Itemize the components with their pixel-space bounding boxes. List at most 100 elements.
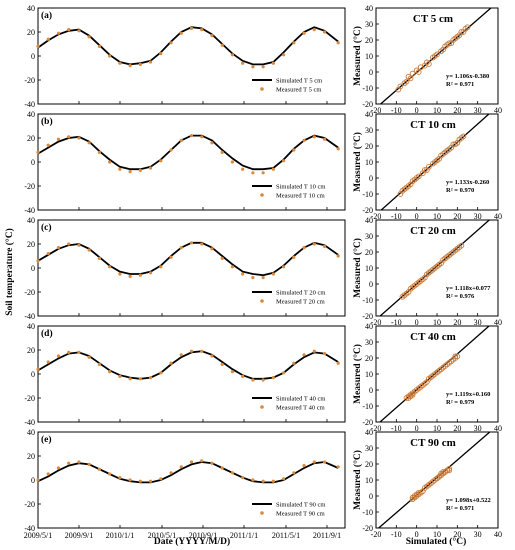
measured-point: [230, 265, 235, 269]
measured-point: [271, 479, 275, 483]
ts-ytick-label: 40: [27, 428, 35, 437]
ts-ytick-label: -40: [24, 100, 35, 109]
scatter-xtick-label: -10: [391, 106, 402, 115]
scatter-point: [415, 69, 422, 75]
simulated-line: [37, 26, 339, 66]
scatter-xtick-label: 10: [433, 424, 441, 433]
scatter-ytick-label: 0: [369, 386, 373, 395]
ts-ytick-label: 0: [31, 264, 35, 273]
measured-point: [36, 150, 40, 154]
legend-meas-label: Measured T 90 cm: [276, 511, 325, 518]
measured-point: [282, 159, 286, 163]
measured-point: [108, 370, 112, 374]
measured-point: [336, 361, 340, 365]
scatter-xtick-label: -10: [391, 424, 402, 433]
measured-point: [138, 377, 142, 381]
scatter-ytick-label: 0: [369, 68, 373, 77]
measured-point: [118, 167, 122, 171]
measured-point: [36, 259, 40, 263]
scatter-xtick-label: 30: [474, 318, 482, 327]
fit-line: [378, 431, 491, 529]
scatter-xtick-label: 20: [453, 106, 461, 115]
scatter-ytick-label: -10: [362, 402, 373, 411]
measured-point: [271, 272, 275, 276]
ts-xtick-label: 2010/5/1: [148, 531, 176, 540]
measured-point: [200, 242, 204, 246]
scatter-xtick-label: 30: [474, 424, 482, 433]
measured-point: [77, 136, 81, 140]
legend-meas-label: Measured T 20 cm: [276, 299, 325, 306]
time-series-panels: -40 -20 0 20 40 (a) Simulated T 5 cm Measured T…: [24, 4, 346, 540]
measured-point: [336, 147, 340, 151]
measured-point: [241, 374, 245, 378]
scatter-point: [403, 78, 410, 85]
scatter-xtick-label: -20: [371, 106, 382, 115]
ts-ytick-label: 0: [31, 370, 35, 379]
measured-point: [97, 256, 101, 260]
measured-point: [46, 37, 50, 41]
measured-point: [271, 167, 275, 171]
scatter-ytick-label: 10: [365, 52, 373, 61]
measured-point: [302, 31, 306, 35]
scatter-point: [458, 242, 465, 249]
measured-point: [87, 35, 91, 39]
ts-xtick-label: 2011/5/1: [272, 531, 300, 540]
scatter-point: [452, 353, 459, 360]
scatter-xtick-label: 20: [453, 424, 461, 433]
scatter-ytick-label: 30: [365, 444, 373, 453]
measured-point: [210, 34, 214, 38]
scatter-title: CT 10 cm: [410, 119, 456, 131]
measured-point: [159, 477, 163, 481]
measured-point: [271, 376, 275, 380]
scatter-point: [464, 24, 471, 31]
scatter-xtick-label: 40: [494, 424, 502, 433]
scatter-ytick-label: 40: [365, 110, 373, 119]
measured-point: [159, 52, 163, 56]
measured-point: [169, 361, 173, 365]
scatter-ytick-label: 40: [365, 428, 373, 437]
scatter-ytick-label: 10: [365, 264, 373, 273]
measured-point: [322, 30, 327, 34]
measured-point: [56, 246, 61, 250]
measured-point: [108, 54, 112, 58]
ts-xtick-label: 2010/1/1: [106, 531, 134, 540]
measured-point: [241, 61, 245, 65]
measured-point: [159, 371, 163, 375]
measured-point: [179, 465, 183, 469]
measured-point: [56, 354, 61, 358]
scatter-ytick-label: 30: [365, 338, 373, 347]
scatter-point: [426, 163, 432, 170]
scatter-xtick-label: 20: [453, 212, 461, 221]
scatter-xtick-label: -20: [371, 530, 382, 539]
ts-panel-2: -40 -20 0 20 40 (b) Simulated T 10 cm Measured …: [24, 110, 346, 215]
measured-point: [46, 143, 50, 147]
ts-xtick-label: 2010/9/1: [189, 531, 217, 540]
measured-point: [138, 273, 142, 277]
measured-point: [251, 276, 255, 280]
measured-point: [312, 242, 316, 246]
scatter-xtick-label: 30: [474, 212, 482, 221]
scatter-ytick-label: -10: [362, 84, 373, 93]
ts-ytick-label: 0: [31, 52, 35, 61]
scatter-xtick-label: -20: [371, 318, 382, 327]
measured-point: [189, 349, 194, 353]
scatter-ytick-label: 40: [365, 322, 373, 331]
measured-point: [36, 44, 40, 49]
measured-point: [251, 378, 255, 382]
measured-point: [322, 460, 327, 464]
measured-point: [200, 349, 204, 353]
scatter-ytick-label: -20: [362, 206, 373, 215]
measured-point: [302, 138, 306, 142]
scatter-xtick-label: 10: [433, 530, 441, 539]
measured-point: [56, 137, 61, 141]
legend-sim-label: Simulated T 40 cm: [276, 396, 325, 403]
measured-point: [87, 141, 91, 145]
measured-point: [108, 472, 112, 476]
scatter-point: [421, 167, 428, 173]
scatter-point: [409, 70, 416, 77]
measured-point: [312, 135, 316, 139]
scatter-point: [460, 133, 467, 140]
measured-point: [292, 471, 296, 475]
ts-ytick-label: 40: [27, 216, 35, 225]
scatter-ytick-label: 40: [365, 216, 373, 225]
